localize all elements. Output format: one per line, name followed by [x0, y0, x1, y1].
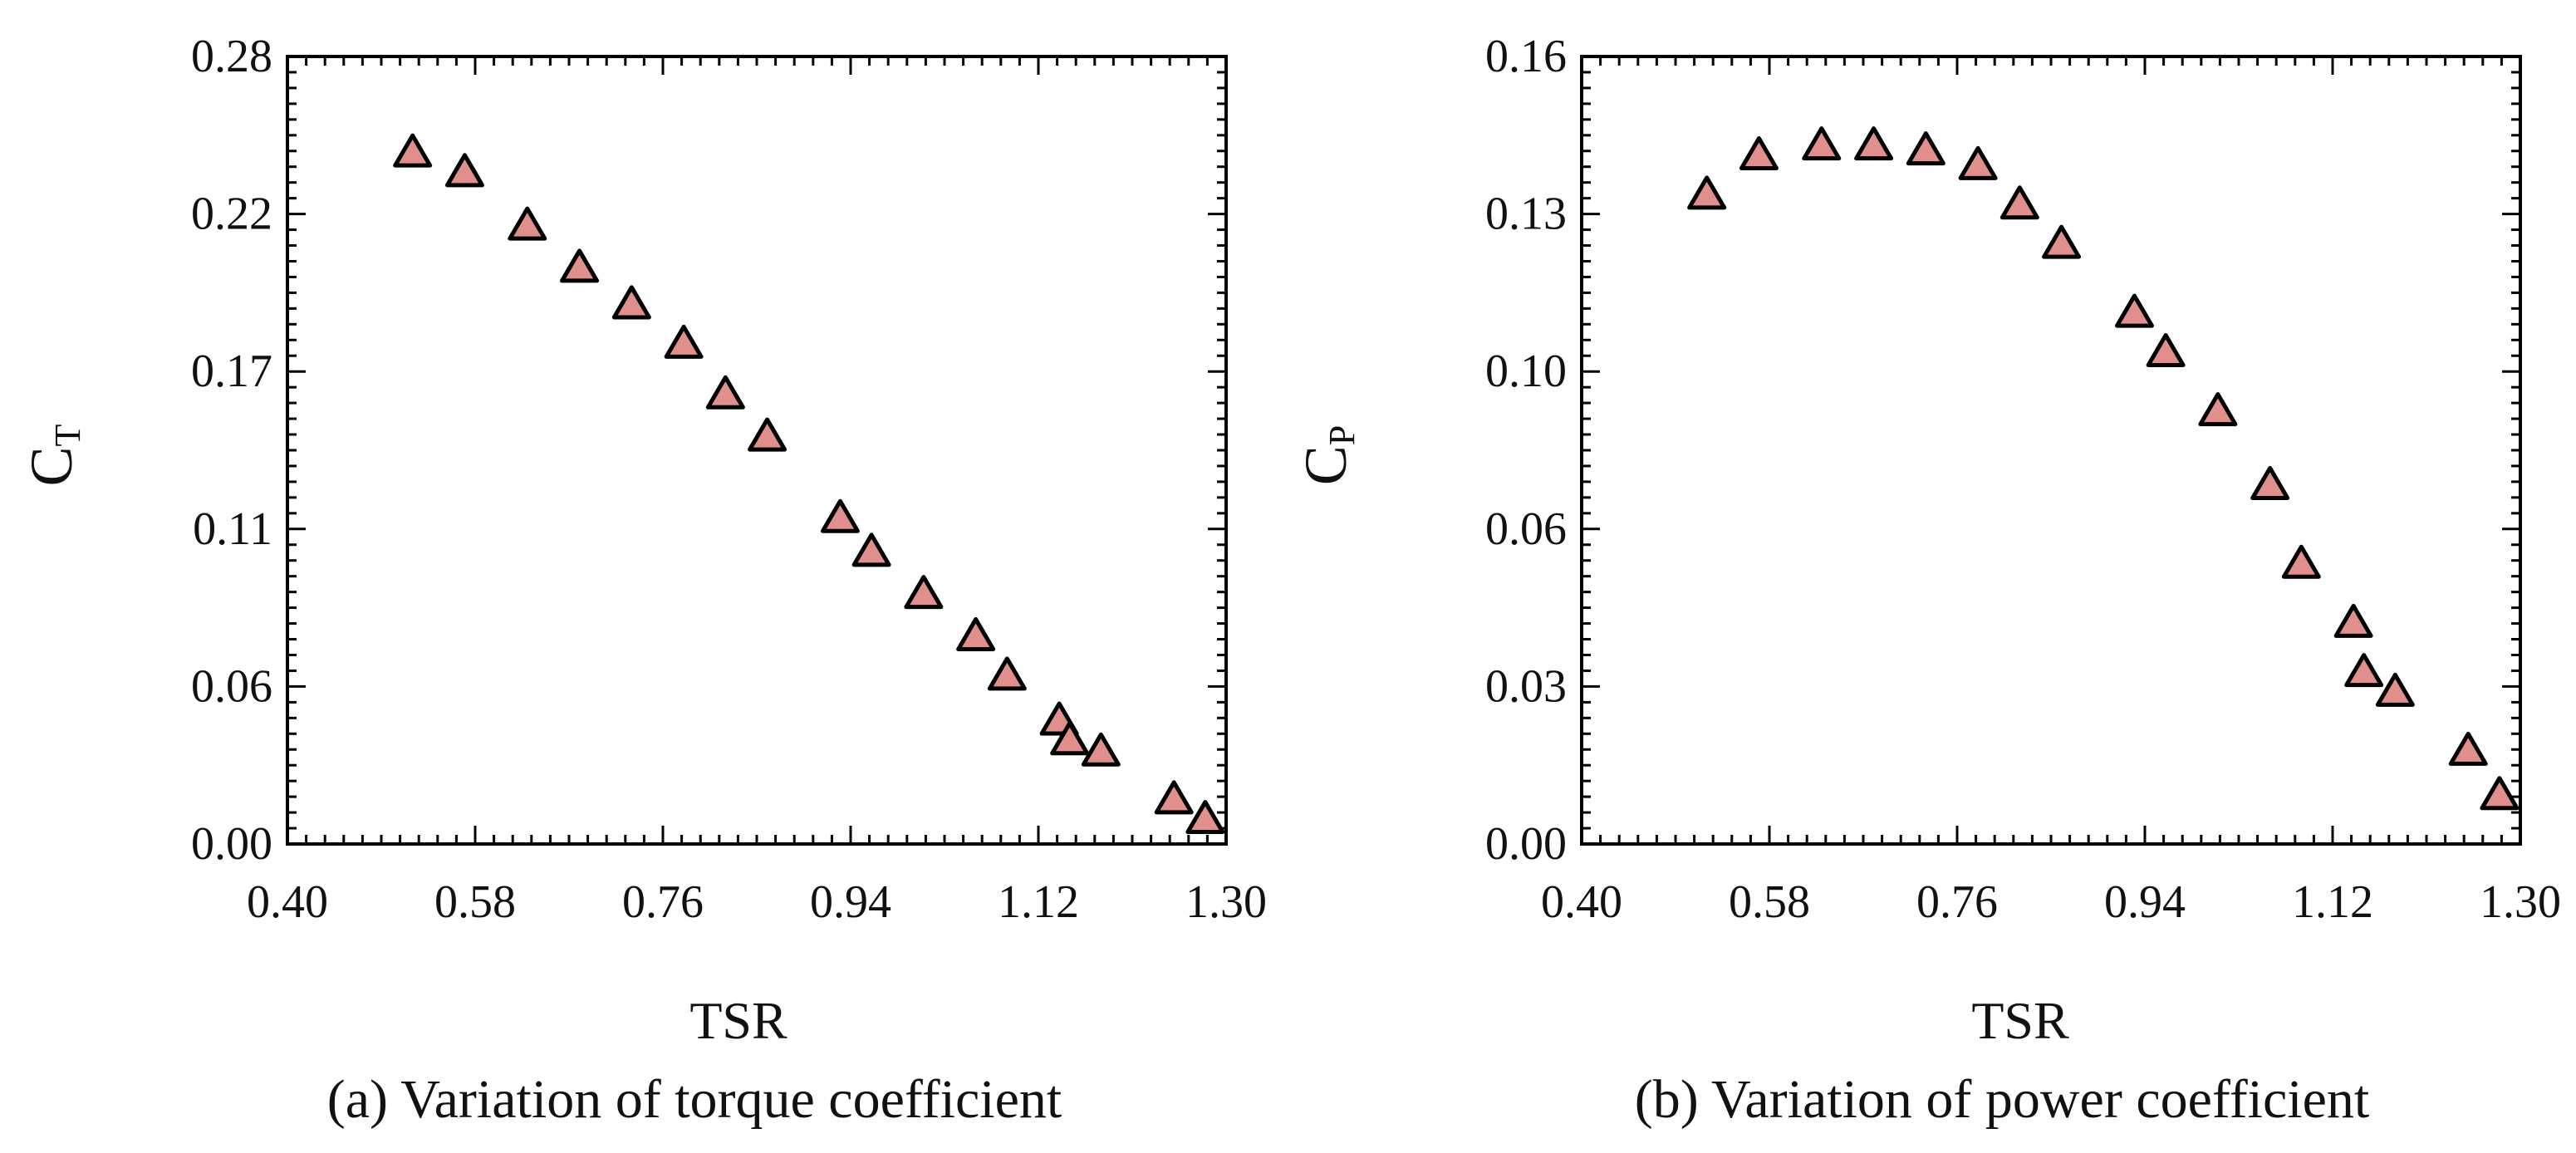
data-point-marker — [705, 375, 745, 410]
x-tick-labels: 0.40 0.58 0.76 0.94 1.12 1.30 — [247, 876, 1267, 928]
data-point-marker — [2344, 653, 2384, 688]
data-point-marker — [1185, 800, 1225, 835]
x-tick-label: 0.40 — [1541, 876, 1622, 928]
data-point-marker — [1081, 732, 1121, 767]
data-point-marker — [2198, 392, 2238, 427]
y-tick-label: 0.00 — [191, 818, 272, 870]
y-axis-title-main: C — [18, 446, 85, 486]
y-axis-title-subscript: P — [1322, 425, 1362, 445]
data-point-marker — [1154, 780, 1194, 815]
y-tick-label: 0.06 — [191, 660, 272, 712]
y-axis-title: CT — [18, 424, 88, 486]
data-point-marker — [2250, 465, 2290, 500]
data-point-marker — [1687, 175, 1727, 210]
data-point-marker — [2375, 672, 2415, 707]
data-point-marker — [851, 532, 891, 567]
x-tick-labels: 0.40 0.58 0.76 0.94 1.12 1.30 — [1541, 876, 2561, 928]
y-tick-label: 0.06 — [1485, 503, 1567, 555]
plot-frame — [1580, 55, 2522, 846]
data-point-marker — [1906, 131, 1945, 166]
x-tick-label: 1.12 — [2292, 876, 2373, 928]
y-tick-label: 0.11 — [193, 503, 272, 555]
data-point-marker — [2042, 224, 2082, 259]
x-tick-label: 0.58 — [434, 876, 516, 928]
data-point-marker — [904, 575, 944, 610]
y-tick-label: 0.17 — [191, 346, 272, 397]
torque-coefficient-panel: 0.40 0.58 0.76 0.94 1.12 1.30 0.00 0.06 0.11 0.1… — [18, 31, 1267, 1130]
tick-marks — [286, 55, 1228, 846]
x-tick-label: 0.94 — [2104, 876, 2186, 928]
data-point-marker — [611, 285, 651, 320]
power-coefficient-panel: 0.40 0.58 0.76 0.94 1.12 1.30 0.00 0.03 0.06 0.1… — [1293, 31, 2561, 1130]
data-point-marker — [748, 417, 788, 452]
data-point-marker — [2480, 776, 2520, 811]
x-tick-label: 0.76 — [1916, 876, 1998, 928]
data-point-marker — [1854, 126, 1894, 161]
data-point-marker — [820, 498, 860, 533]
y-tick-label: 0.03 — [1485, 660, 1567, 712]
data-point-marker — [560, 248, 600, 283]
data-point-marker — [987, 656, 1027, 691]
data-point-marker — [444, 153, 484, 188]
y-tick-labels: 0.00 0.03 0.06 0.10 0.13 0.16 — [1485, 31, 1567, 870]
data-point-marker — [2448, 731, 2488, 766]
y-tick-label: 0.28 — [191, 31, 272, 82]
data-point-marker — [393, 133, 433, 168]
data-markers — [393, 133, 1225, 835]
data-point-marker — [1050, 721, 1090, 756]
y-axis-title-main: C — [1293, 445, 1359, 485]
x-axis-title: TSR — [689, 991, 788, 1050]
panel-caption: (a) Variation of torque coefficient — [327, 1069, 1062, 1130]
panel-caption: (b) Variation of power coefficient — [1635, 1069, 2370, 1130]
data-point-marker — [1958, 145, 1998, 180]
y-axis-title-subscript: T — [47, 424, 88, 446]
y-tick-label: 0.22 — [191, 189, 272, 240]
y-tick-label: 0.13 — [1485, 189, 1567, 240]
x-tick-label: 1.12 — [998, 876, 1079, 928]
x-tick-label: 1.30 — [2480, 876, 2561, 928]
data-point-marker — [1739, 136, 1779, 170]
y-tick-labels: 0.00 0.06 0.11 0.17 0.22 0.28 — [191, 31, 272, 870]
x-tick-label: 0.40 — [247, 876, 328, 928]
data-point-marker — [664, 324, 704, 359]
tick-marks — [1580, 55, 2522, 846]
data-markers — [1687, 126, 2520, 811]
x-tick-label: 0.76 — [622, 876, 704, 928]
x-axis-title: TSR — [1971, 991, 2069, 1050]
y-axis-title: CP — [1293, 425, 1362, 486]
data-point-marker — [2146, 333, 2186, 367]
x-tick-label: 0.58 — [1729, 876, 1810, 928]
data-point-marker — [2114, 293, 2154, 328]
data-point-marker — [508, 206, 547, 241]
data-point-marker — [1802, 126, 1842, 161]
x-tick-label: 1.30 — [1185, 876, 1267, 928]
data-point-marker — [1999, 185, 2039, 220]
y-tick-label: 0.00 — [1485, 818, 1567, 870]
data-point-marker — [2281, 544, 2321, 579]
y-tick-label: 0.10 — [1485, 346, 1567, 397]
y-tick-label: 0.16 — [1485, 31, 1567, 82]
data-point-marker — [956, 616, 996, 651]
data-point-marker — [2333, 603, 2373, 638]
x-tick-label: 0.94 — [810, 876, 891, 928]
